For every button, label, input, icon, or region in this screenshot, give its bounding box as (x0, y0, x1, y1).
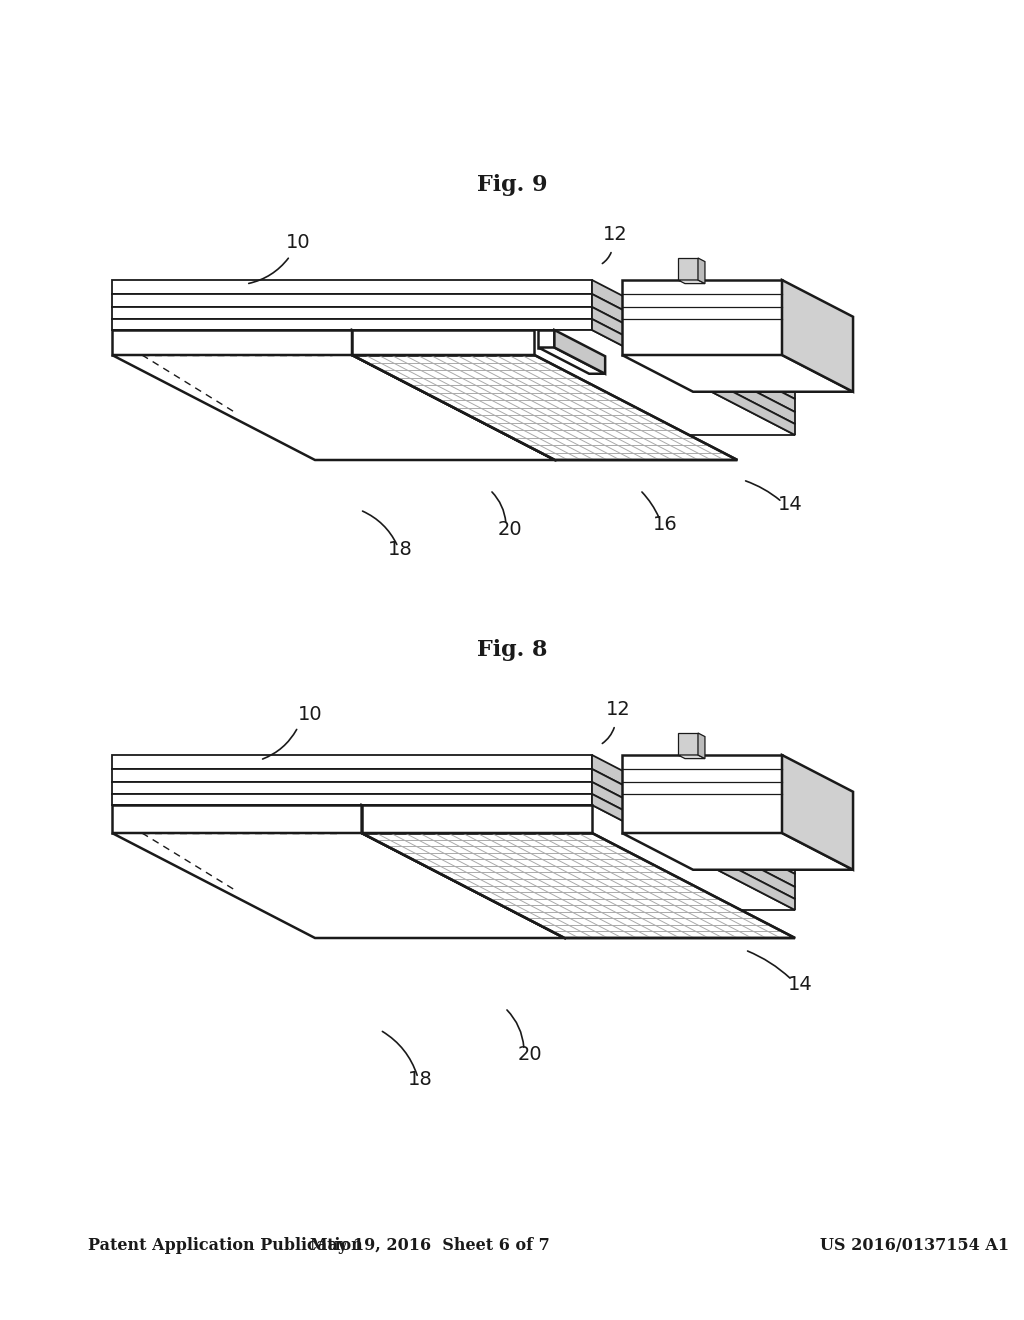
Text: Fig. 8: Fig. 8 (477, 639, 547, 661)
Polygon shape (592, 308, 795, 424)
Polygon shape (112, 770, 592, 781)
Text: 12: 12 (603, 224, 628, 244)
Polygon shape (539, 347, 605, 374)
Text: 18: 18 (388, 540, 413, 558)
Text: 14: 14 (777, 495, 803, 513)
Polygon shape (112, 805, 361, 833)
Polygon shape (361, 805, 592, 833)
Polygon shape (592, 770, 795, 887)
Text: 10: 10 (298, 705, 323, 723)
Polygon shape (112, 319, 592, 330)
Polygon shape (622, 355, 853, 392)
Polygon shape (592, 781, 795, 899)
Polygon shape (352, 355, 737, 459)
Polygon shape (112, 805, 795, 909)
Polygon shape (112, 781, 795, 887)
Polygon shape (112, 833, 564, 939)
Text: Fig. 9: Fig. 9 (477, 174, 547, 195)
Polygon shape (622, 280, 782, 355)
Polygon shape (592, 280, 795, 399)
Polygon shape (112, 330, 795, 436)
Text: 20: 20 (518, 1045, 543, 1064)
Polygon shape (678, 733, 698, 755)
Polygon shape (352, 330, 555, 459)
Polygon shape (361, 833, 795, 939)
Polygon shape (678, 755, 705, 759)
Text: Patent Application Publication: Patent Application Publication (88, 1237, 362, 1254)
Polygon shape (622, 833, 853, 870)
Polygon shape (112, 355, 555, 459)
Polygon shape (112, 795, 592, 805)
Polygon shape (622, 755, 782, 833)
Polygon shape (112, 755, 592, 770)
Polygon shape (112, 280, 592, 294)
Polygon shape (592, 319, 795, 436)
Text: 20: 20 (498, 520, 522, 539)
Polygon shape (361, 805, 564, 939)
Polygon shape (112, 319, 795, 424)
Polygon shape (112, 781, 592, 795)
Text: 14: 14 (787, 975, 812, 994)
Polygon shape (539, 330, 554, 347)
Polygon shape (112, 795, 795, 899)
Polygon shape (782, 280, 853, 392)
Polygon shape (698, 733, 705, 759)
Polygon shape (678, 257, 698, 280)
Polygon shape (592, 755, 795, 874)
Polygon shape (554, 330, 605, 374)
Polygon shape (112, 308, 592, 319)
Text: May 19, 2016  Sheet 6 of 7: May 19, 2016 Sheet 6 of 7 (310, 1237, 550, 1254)
Text: 18: 18 (408, 1071, 432, 1089)
Polygon shape (112, 770, 795, 874)
Polygon shape (592, 294, 795, 412)
Polygon shape (112, 330, 352, 355)
Text: 12: 12 (605, 700, 631, 719)
Polygon shape (782, 755, 853, 870)
Polygon shape (698, 257, 705, 284)
Polygon shape (678, 280, 705, 284)
Text: 16: 16 (652, 515, 677, 535)
Text: 10: 10 (286, 234, 310, 252)
Text: US 2016/0137154 A1: US 2016/0137154 A1 (820, 1237, 1009, 1254)
Polygon shape (112, 294, 592, 308)
Polygon shape (112, 294, 795, 399)
Polygon shape (112, 308, 795, 412)
Polygon shape (592, 795, 795, 909)
Polygon shape (352, 330, 535, 355)
